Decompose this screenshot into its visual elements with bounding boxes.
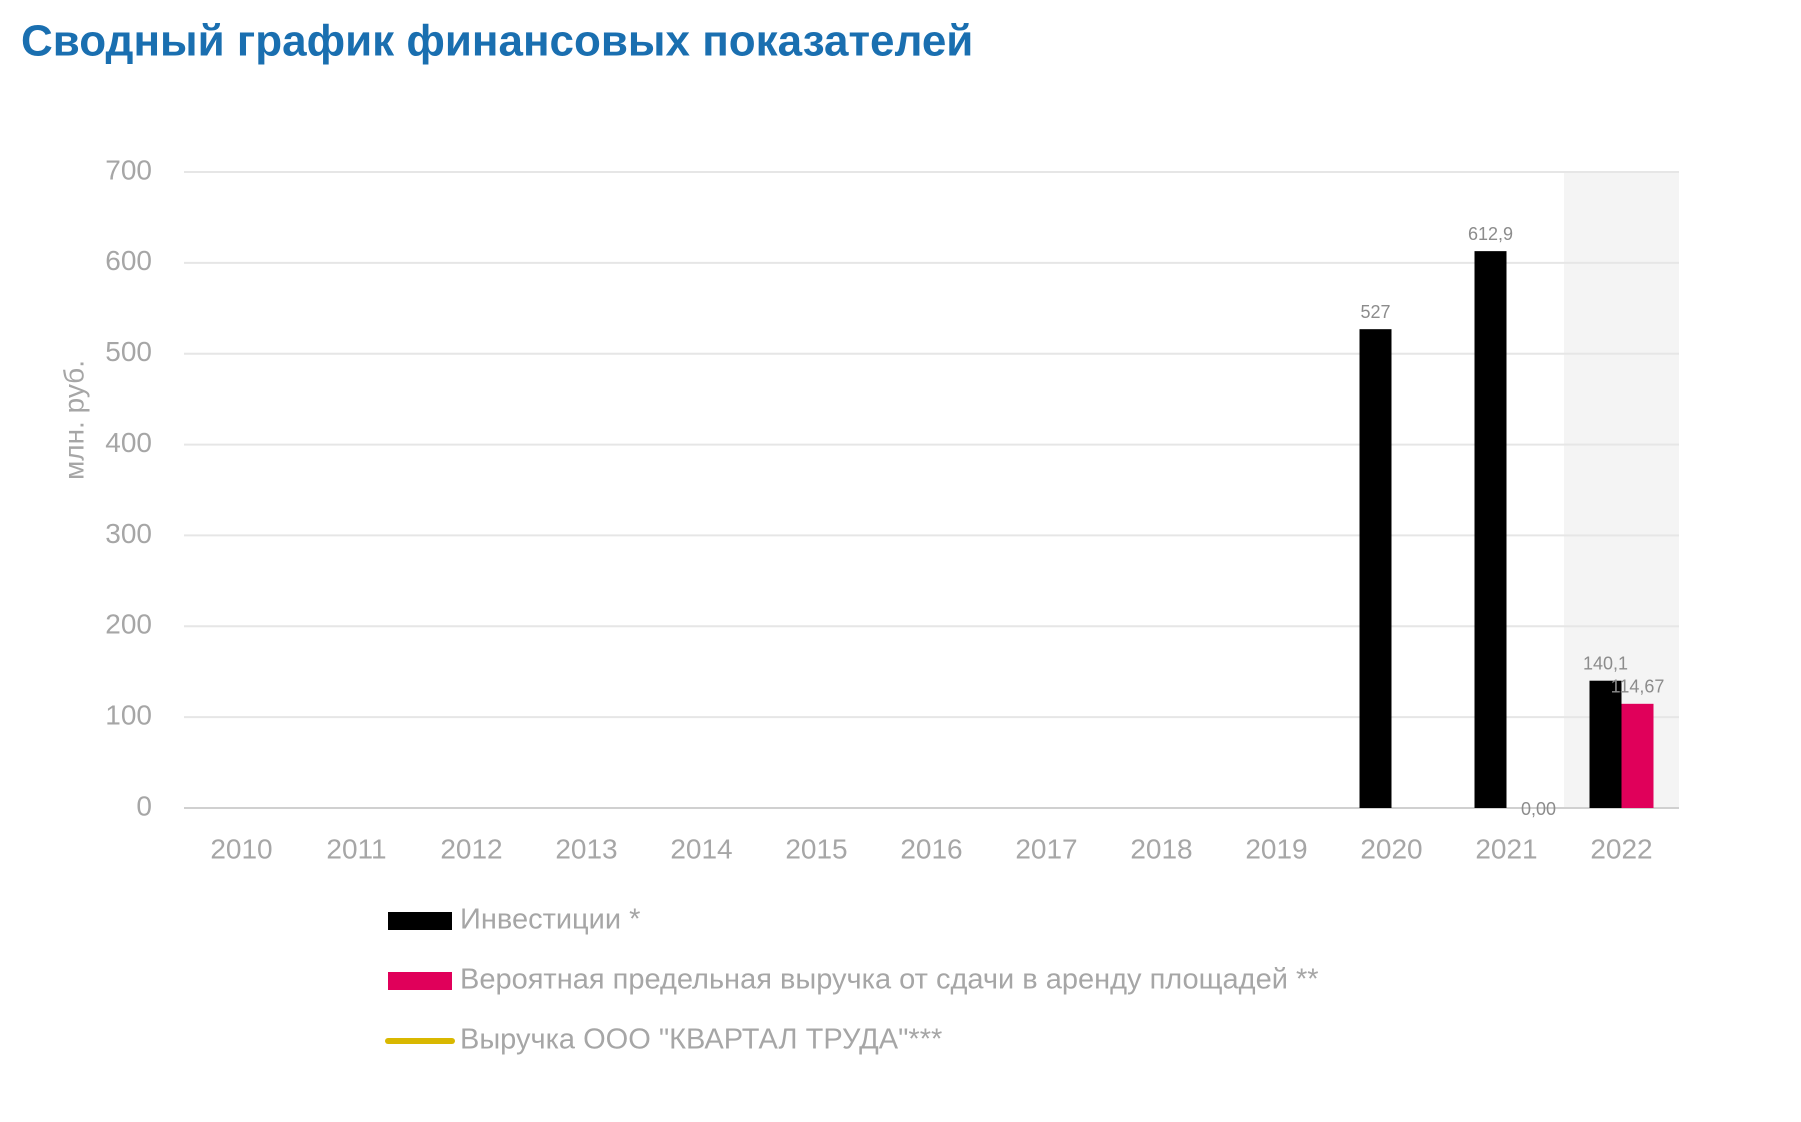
x-tick-label: 2018 [1130, 833, 1192, 864]
bar [1589, 680, 1622, 808]
y-tick-label: 100 [105, 700, 152, 731]
x-tick-label: 2016 [900, 833, 962, 864]
y-tick-label: 500 [105, 336, 152, 367]
x-tick-label: 2021 [1475, 833, 1537, 864]
value-label: 527 [1360, 302, 1390, 322]
bar [1621, 703, 1654, 808]
legend-swatch [388, 912, 452, 930]
y-tick-label: 400 [105, 427, 152, 458]
y-axis-label: млн. руб. [58, 360, 89, 480]
y-tick-label: 600 [105, 245, 152, 276]
bar [1359, 329, 1392, 808]
chart-title: Сводный график финансовых показателей [21, 17, 973, 66]
x-tick-label: 2012 [440, 833, 502, 864]
value-label: 114,67 [1611, 677, 1665, 697]
bar [1474, 251, 1507, 808]
x-tick-label: 2019 [1245, 833, 1307, 864]
legend-label: Выручка ООО "КВАРТАЛ ТРУДА"*** [460, 1024, 942, 1056]
x-tick-label: 2017 [1015, 833, 1077, 864]
value-label: 612,9 [1468, 224, 1513, 244]
x-tick-label: 2022 [1590, 833, 1652, 864]
x-tick-label: 2010 [210, 833, 272, 864]
x-tick-label: 2014 [670, 833, 732, 864]
y-tick-label: 300 [105, 518, 152, 549]
legend-label: Инвестиции * [460, 904, 640, 936]
y-tick-label: 700 [105, 154, 152, 185]
x-tick-label: 2015 [785, 833, 847, 864]
y-tick-label: 0 [136, 790, 152, 821]
y-tick-label: 200 [105, 609, 152, 640]
x-tick-label: 2020 [1360, 833, 1422, 864]
value-label: 140,1 [1583, 653, 1628, 673]
value-label: 0,00 [1521, 799, 1556, 819]
x-tick-label: 2011 [326, 833, 386, 864]
legend-swatch [388, 972, 452, 990]
legend-label: Вероятная предельная выручка от сдачи в … [460, 964, 1319, 996]
x-tick-label: 2013 [555, 833, 617, 864]
